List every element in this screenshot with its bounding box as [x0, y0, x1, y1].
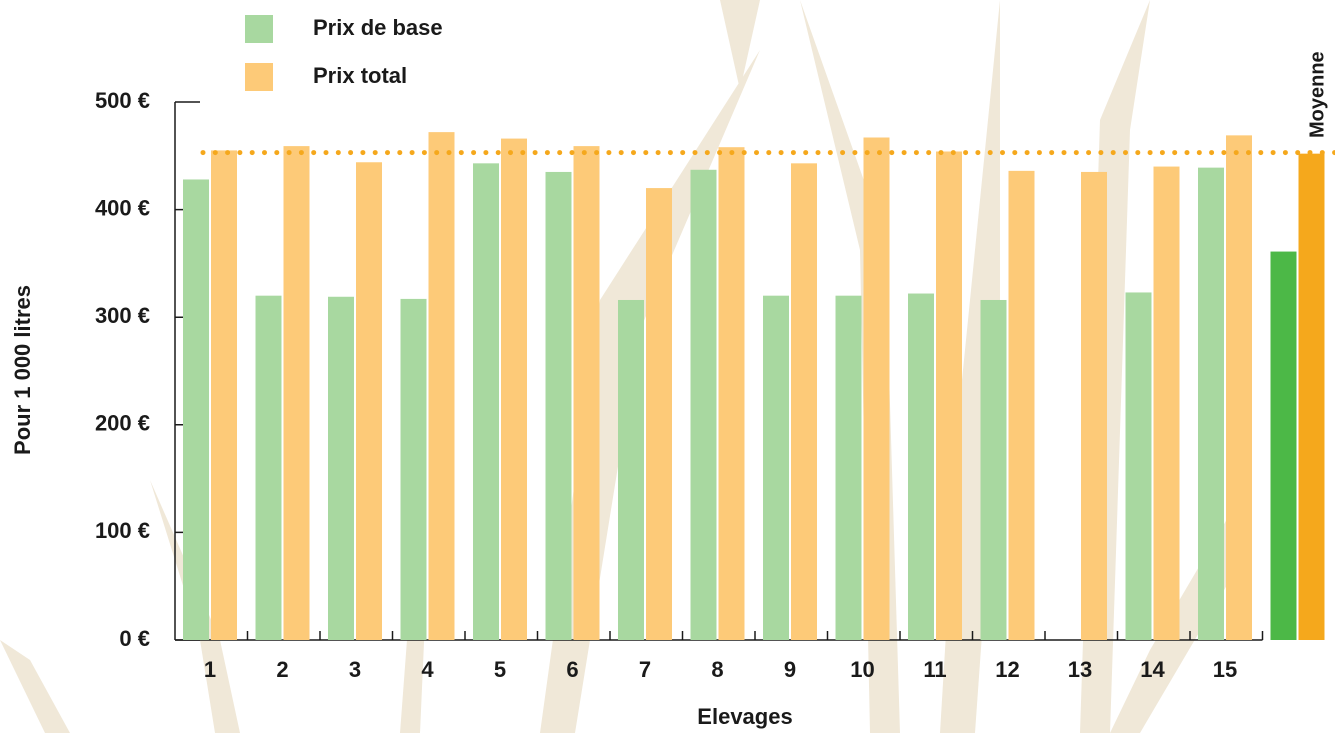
- bar: [618, 300, 644, 640]
- bar: [646, 188, 672, 640]
- bar: [981, 300, 1007, 640]
- x-tick-label: 15: [1213, 657, 1237, 682]
- legend-swatch: [245, 15, 273, 43]
- bar: [836, 296, 862, 640]
- legend-swatch: [245, 63, 273, 91]
- legend-label: Prix total: [313, 63, 407, 88]
- x-tick-label: 2: [276, 657, 288, 682]
- bar: [501, 139, 527, 640]
- bar: [211, 150, 237, 640]
- x-tick-label: 11: [923, 657, 946, 682]
- bar: [401, 299, 427, 640]
- x-tick-label: 12: [995, 657, 1019, 682]
- bar: [256, 296, 282, 640]
- y-tick-label: 300 €: [95, 303, 150, 328]
- x-tick-label: 13: [1068, 657, 1092, 682]
- x-tick-label: 7: [639, 657, 651, 682]
- bar: [1126, 292, 1152, 640]
- x-tick-label: 4: [421, 657, 434, 682]
- x-tick-label: 14: [1140, 657, 1165, 682]
- x-tick-label: 6: [566, 657, 578, 682]
- y-tick-label: 400 €: [95, 195, 150, 220]
- chart: Prix de base Prix total Elevages Pour 1 …: [0, 0, 1335, 733]
- x-tick-label: 9: [784, 657, 796, 682]
- bar: [1081, 172, 1107, 640]
- y-tick-label: 500 €: [95, 88, 150, 113]
- bar: [429, 132, 455, 640]
- x-axis-title: Elevages: [697, 704, 792, 729]
- x-tick-label: 3: [349, 657, 361, 682]
- x-tick-label: 5: [494, 657, 506, 682]
- bar: [1009, 171, 1035, 640]
- y-tick-label: 0 €: [119, 626, 150, 651]
- bar: [356, 162, 382, 640]
- y-tick-label: 200 €: [95, 411, 150, 436]
- bar: [1154, 167, 1180, 640]
- bar: [864, 138, 890, 640]
- reference-label: Moyenne: [1306, 51, 1328, 138]
- legend-label: Prix de base: [313, 15, 443, 40]
- bar: [1226, 135, 1252, 640]
- bar: [1299, 154, 1325, 640]
- bar: [908, 294, 934, 640]
- y-tick-label: 100 €: [95, 518, 150, 543]
- x-tick-label: 10: [850, 657, 874, 682]
- bar: [473, 163, 499, 640]
- bar: [284, 146, 310, 640]
- bar: [791, 163, 817, 640]
- bar: [719, 147, 745, 640]
- y-axis-title: Pour 1 000 litres: [10, 285, 35, 455]
- x-tick-label: 8: [711, 657, 723, 682]
- x-tick-label: 1: [204, 657, 216, 682]
- bar: [574, 146, 600, 640]
- bar: [691, 170, 717, 640]
- bar: [763, 296, 789, 640]
- bar: [936, 151, 962, 640]
- bar: [183, 179, 209, 640]
- bar: [328, 297, 354, 640]
- bar: [1271, 252, 1297, 640]
- bar: [546, 172, 572, 640]
- bar: [1198, 168, 1224, 640]
